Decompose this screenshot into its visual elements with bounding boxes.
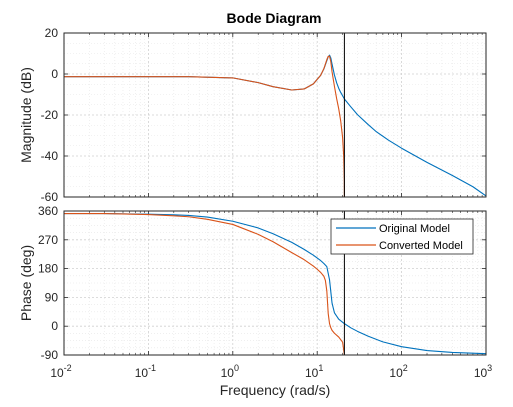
legend-label-original: Original Model bbox=[379, 223, 450, 235]
phase-series bbox=[64, 213, 487, 356]
x-tick-label: 103 bbox=[474, 363, 492, 380]
phase-series-converted-model bbox=[64, 213, 345, 356]
x-tick-label: 100 bbox=[221, 363, 239, 380]
phase-y-tick-label: 90 bbox=[45, 290, 59, 304]
phase-y-tick-label: -90 bbox=[41, 348, 59, 362]
magnitude-minor-grid bbox=[64, 33, 486, 197]
phase-axes-box bbox=[63, 210, 487, 356]
phase-y-axis-label: Phase (deg) bbox=[18, 245, 34, 321]
x-tick-label: 10-2 bbox=[50, 363, 71, 380]
x-tick-label: 102 bbox=[389, 363, 407, 380]
magnitude-y-tick-labels: -60 -40 -20 0 20 bbox=[41, 26, 59, 204]
phase-minor-grid bbox=[64, 211, 486, 355]
legend-label-converted: Converted Model bbox=[379, 240, 463, 252]
magnitude-series-converted-model bbox=[64, 55, 345, 198]
phase-y-tick-label: 0 bbox=[51, 319, 58, 333]
magnitude-plot-area bbox=[64, 33, 486, 197]
legend-box bbox=[330, 218, 474, 255]
x-tick-label: 101 bbox=[305, 363, 323, 380]
x-axis-label: Frequency (rad/s) bbox=[220, 382, 330, 398]
magnitude-y-axis-label: Magnitude (dB) bbox=[18, 67, 34, 163]
magnitude-series bbox=[64, 54, 487, 198]
magnitude-y-tick-label: 20 bbox=[45, 26, 59, 40]
phase-y-tick-label: 270 bbox=[38, 233, 58, 247]
magnitude-panel: -60 -40 -20 0 20 Magnitude (dB) bbox=[18, 26, 487, 204]
x-tick-labels: 10-2 10-1 100 101 102 103 bbox=[50, 363, 492, 380]
phase-panel: -90 0 90 180 270 360 Phase (deg) Original Mod… bbox=[18, 204, 487, 362]
legend: Original Model Converted Model bbox=[330, 218, 474, 255]
x-tick-label: 10-1 bbox=[135, 363, 156, 380]
phase-y-tick-label: 180 bbox=[38, 262, 58, 276]
phase-y-tick-labels: -90 0 90 180 270 360 bbox=[38, 204, 58, 362]
magnitude-y-tick-label: -40 bbox=[41, 149, 59, 163]
magnitude-y-tick-label: -60 bbox=[41, 190, 59, 204]
chart-title: Bode Diagram bbox=[227, 10, 322, 26]
magnitude-y-tick-label: -20 bbox=[41, 108, 59, 122]
phase-y-tick-label: 360 bbox=[38, 204, 58, 218]
phase-series-original-model bbox=[64, 213, 487, 355]
magnitude-axes-box bbox=[63, 32, 487, 198]
magnitude-y-tick-label: 0 bbox=[51, 67, 58, 81]
